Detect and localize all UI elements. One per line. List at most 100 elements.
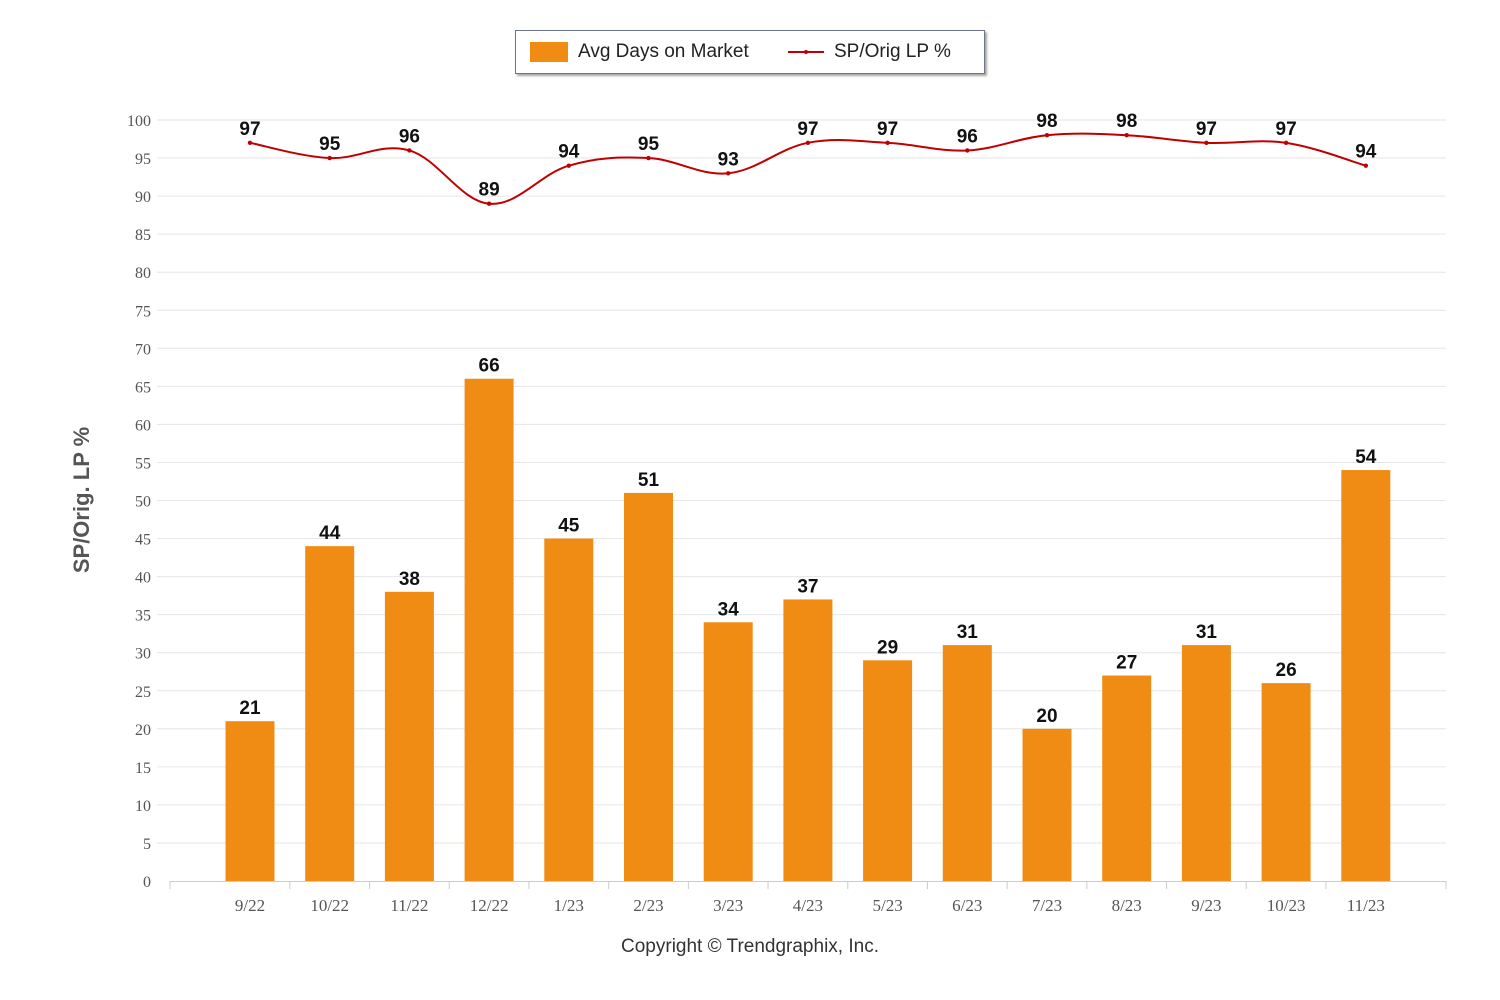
x-tick-label: 8/23	[1112, 896, 1142, 915]
x-tick-label: 11/23	[1347, 896, 1385, 915]
x-tick-label: 6/23	[952, 896, 982, 915]
bar-data-label: 34	[718, 599, 740, 620]
line-point	[965, 148, 970, 153]
bar-data-label: 45	[558, 516, 580, 537]
bar	[703, 622, 753, 881]
y-tick-label: 80	[135, 265, 151, 282]
y-tick-label: 45	[135, 532, 151, 549]
line-data-label: 93	[718, 149, 739, 170]
x-tick-label: 12/22	[470, 896, 509, 915]
y-tick-label: 85	[135, 227, 151, 244]
bar-data-label: 54	[1355, 447, 1377, 468]
line-point	[646, 155, 651, 161]
line-point	[1204, 140, 1209, 146]
x-tick-label: 3/23	[713, 896, 743, 915]
bar	[464, 378, 514, 881]
bar-data-label: 31	[1196, 622, 1218, 643]
y-tick-label: 40	[135, 570, 151, 587]
line-point	[247, 140, 253, 146]
x-tick-label: 9/23	[1191, 896, 1221, 915]
line-point	[805, 140, 811, 146]
y-tick-label: 35	[135, 608, 151, 625]
line-point	[1124, 133, 1129, 138]
line-data-label: 96	[399, 126, 420, 147]
x-tick-label: 5/23	[872, 896, 902, 915]
bar	[384, 591, 434, 881]
line-data-label: 97	[797, 119, 818, 140]
y-tick-label: 70	[135, 341, 151, 358]
y-tick-label: 65	[135, 379, 151, 396]
bar	[863, 660, 913, 881]
line-data-label: 98	[1116, 111, 1137, 132]
x-tick-label: 1/23	[554, 896, 584, 915]
y-tick-label: 5	[143, 836, 151, 853]
line-data-label: 97	[877, 119, 898, 140]
line-data-label: 98	[1036, 111, 1057, 132]
line-data-label: 95	[319, 134, 341, 155]
line-data-label: 96	[957, 126, 978, 147]
line-data-label: 97	[1196, 119, 1217, 140]
bar-data-label: 27	[1116, 653, 1137, 674]
bar-data-label: 38	[399, 569, 420, 590]
legend-swatch-bar	[530, 42, 568, 62]
line-point	[486, 201, 492, 206]
line-point	[1044, 133, 1050, 138]
bar-data-label: 21	[239, 698, 261, 719]
bar	[1261, 683, 1311, 881]
y-tick-label: 10	[135, 798, 151, 815]
y-tick-label: 20	[135, 722, 151, 739]
legend-item-line[interactable]: SP/Orig LP %	[788, 31, 951, 73]
y-tick-label: 55	[135, 455, 151, 472]
bar-data-label: 66	[479, 356, 500, 377]
bar	[1341, 470, 1391, 881]
copyright-text: Copyright © Trendgraphix, Inc.	[621, 936, 879, 957]
line-point	[1363, 163, 1369, 168]
legend-label-bar: Avg Days on Market	[578, 41, 749, 62]
y-tick-label: 0	[143, 874, 151, 891]
x-tick-label: 2/23	[633, 896, 663, 915]
bar-data-label: 20	[1036, 706, 1057, 727]
y-tick-label: 90	[135, 189, 151, 206]
legend-item-bar[interactable]: Avg Days on Market	[530, 31, 749, 73]
line-data-label: 95	[638, 134, 660, 155]
line-data-label: 89	[479, 180, 500, 201]
line-point	[407, 148, 412, 153]
legend-swatch-line	[788, 42, 824, 62]
line-point	[885, 140, 890, 146]
line-point	[726, 171, 731, 176]
bar	[1022, 728, 1072, 881]
bar-data-label: 44	[319, 523, 341, 544]
y-tick-label: 25	[135, 684, 151, 701]
y-tick-label: 75	[135, 303, 151, 320]
line-data-label: 97	[1276, 119, 1297, 140]
x-tick-label: 10/22	[310, 896, 349, 915]
bar-data-label: 26	[1276, 660, 1297, 681]
line-data-label: 94	[558, 142, 580, 163]
y-tick-label: 100	[127, 113, 151, 130]
x-tick-label: 9/22	[235, 896, 265, 915]
bar	[1102, 675, 1152, 881]
line-point	[1283, 140, 1289, 146]
y-tick-label: 15	[135, 760, 151, 777]
line-data-label: 94	[1355, 142, 1377, 163]
bar	[305, 546, 355, 881]
legend: Avg Days on Market SP/Orig LP %	[515, 30, 985, 74]
y-tick-label: 60	[135, 417, 151, 434]
y-axis-label: SP/Orig. LP %	[69, 426, 94, 574]
bar-data-label: 37	[797, 576, 818, 597]
bar-data-label: 31	[957, 622, 979, 643]
line-series-path	[249, 132, 1367, 205]
bar	[225, 721, 275, 881]
x-tick-label: 11/22	[390, 896, 428, 915]
line-point	[327, 155, 332, 161]
legend-label-line: SP/Orig LP %	[834, 41, 951, 62]
bar	[624, 492, 673, 881]
line-point	[566, 163, 571, 168]
line-data-label: 97	[239, 119, 260, 140]
bar	[1181, 645, 1231, 881]
y-tick-label: 30	[135, 646, 151, 663]
bar-data-label: 29	[877, 637, 898, 658]
bar	[942, 645, 992, 881]
y-tick-label: 50	[135, 494, 151, 511]
